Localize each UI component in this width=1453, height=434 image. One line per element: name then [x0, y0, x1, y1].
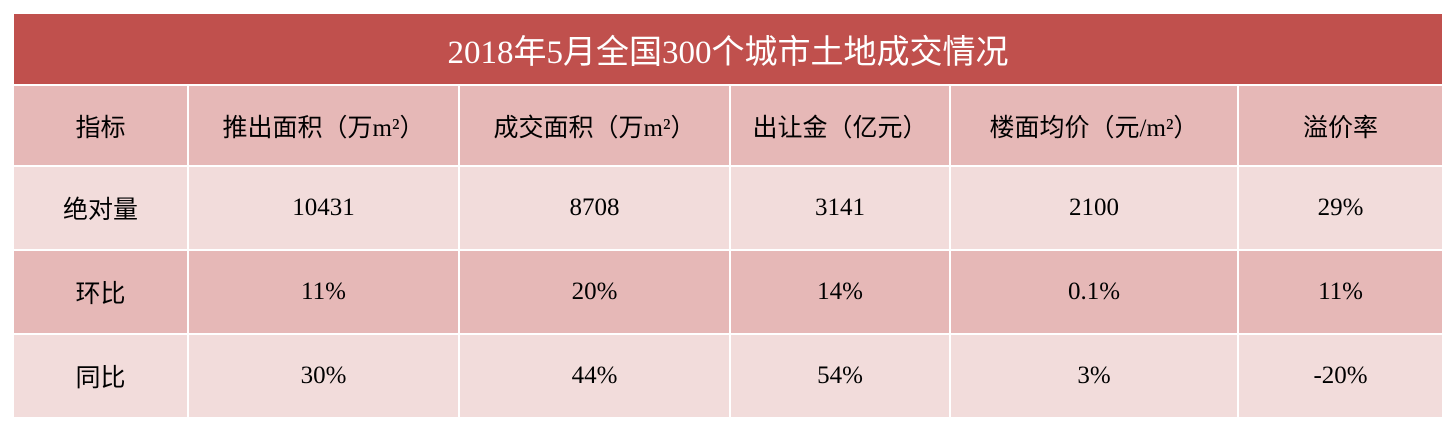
table-row: 绝对量 10431 8708 3141 2100 29% — [12, 165, 1445, 251]
row-label: 环比 — [12, 249, 189, 335]
table-cell: 30% — [187, 333, 460, 419]
header-cell: 推出面积（万m²） — [187, 84, 460, 167]
table-cell: 8708 — [458, 165, 731, 251]
table-cell: 3141 — [729, 165, 951, 251]
table-row: 环比 11% 20% 14% 0.1% 11% — [12, 249, 1445, 335]
table-cell: 20% — [458, 249, 731, 335]
table-cell: 54% — [729, 333, 951, 419]
table-cell: 10431 — [187, 165, 460, 251]
header-cell: 楼面均价（元/m²） — [949, 84, 1239, 167]
table-title: 2018年5月全国300个城市土地成交情况 — [11, 12, 1445, 86]
table-cell: 11% — [187, 249, 460, 335]
row-label: 同比 — [12, 333, 189, 419]
table-cell: -20% — [1236, 333, 1445, 419]
table-cell: 0.1% — [949, 249, 1239, 335]
header-cell: 溢价率 — [1236, 84, 1445, 167]
land-transaction-table: 2018年5月全国300个城市土地成交情况 指标 推出面积（万m²） 成交面积（… — [11, 12, 1445, 419]
table-cell: 3% — [949, 333, 1239, 419]
table-cell: 11% — [1236, 249, 1445, 335]
header-row: 指标 推出面积（万m²） 成交面积（万m²） 出让金（亿元） 楼面均价（元/m²… — [12, 84, 1445, 167]
table-cell: 44% — [458, 333, 731, 419]
table-cell: 2100 — [949, 165, 1239, 251]
header-cell: 成交面积（万m²） — [458, 84, 731, 167]
header-cell: 出让金（亿元） — [729, 84, 951, 167]
table-row: 同比 30% 44% 54% 3% -20% — [12, 333, 1445, 419]
table-cell: 29% — [1236, 165, 1445, 251]
header-cell: 指标 — [12, 84, 189, 167]
table-cell: 14% — [729, 249, 951, 335]
row-label: 绝对量 — [12, 165, 189, 251]
